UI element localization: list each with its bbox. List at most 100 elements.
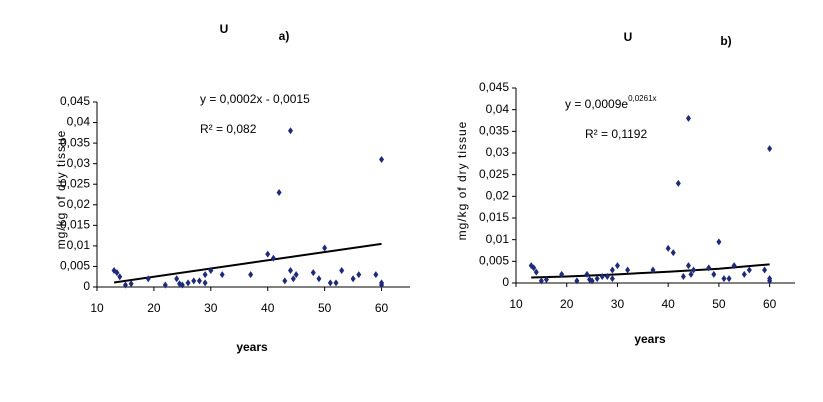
panel-label: a) bbox=[279, 29, 290, 43]
data-point bbox=[589, 277, 595, 285]
trend-equation: y = 0,0002x - 0,0015 bbox=[200, 92, 310, 106]
x-tick-label: 10 bbox=[509, 297, 523, 311]
data-point bbox=[202, 279, 208, 287]
x-axis-label: years bbox=[236, 340, 268, 354]
trendline bbox=[113, 242, 382, 284]
data-point bbox=[670, 249, 676, 257]
data-point bbox=[665, 244, 671, 252]
y-tick-label: 0,015 bbox=[479, 210, 509, 224]
y-tick-label: 0,035 bbox=[60, 135, 90, 149]
equation-text: y = 0,0002x - 0,0015 bbox=[200, 92, 310, 106]
x-tick-label: 40 bbox=[261, 301, 275, 315]
data-point bbox=[322, 244, 328, 252]
x-tick-label: 50 bbox=[318, 301, 332, 315]
y-tick-label: 0,045 bbox=[60, 94, 90, 108]
y-tick-label: 0 bbox=[502, 275, 509, 289]
data-point bbox=[741, 270, 747, 278]
data-point bbox=[746, 266, 752, 274]
data-point bbox=[287, 267, 293, 275]
y-tick-label: 0,04 bbox=[67, 115, 91, 129]
chart-title: U bbox=[624, 30, 633, 44]
data-point bbox=[128, 280, 134, 288]
y-tick-label: 0,02 bbox=[67, 197, 91, 211]
x-tick-label: 20 bbox=[560, 297, 574, 311]
y-tick-label: 0,01 bbox=[486, 232, 510, 246]
data-point bbox=[356, 271, 362, 279]
data-point bbox=[716, 238, 722, 246]
data-point bbox=[594, 275, 600, 283]
chart-title: U bbox=[220, 22, 229, 36]
y-axis-label: mg/kg of dry tissue bbox=[455, 121, 469, 241]
y-tick-label: 0,01 bbox=[67, 238, 91, 252]
x-tick-label: 60 bbox=[375, 301, 389, 315]
data-point bbox=[691, 266, 697, 274]
data-point bbox=[333, 279, 339, 287]
y-axis-label: mg/kg of dry tissue bbox=[54, 130, 68, 250]
data-point bbox=[179, 281, 185, 289]
x-tick-label: 30 bbox=[204, 301, 218, 315]
equation-text: y = 0,0009e bbox=[565, 97, 628, 111]
data-point bbox=[310, 269, 316, 277]
y-tick-label: 0,005 bbox=[60, 259, 90, 273]
data-point bbox=[202, 271, 208, 279]
data-point bbox=[282, 277, 288, 285]
data-point bbox=[162, 281, 168, 289]
x-tick-label: 60 bbox=[763, 297, 777, 311]
data-point bbox=[559, 270, 565, 278]
y-tick-label: 0,035 bbox=[479, 124, 509, 138]
data-point bbox=[538, 277, 544, 285]
data-point bbox=[767, 277, 773, 285]
data-point bbox=[373, 271, 379, 279]
y-tick-label: 0,04 bbox=[486, 102, 510, 116]
data-point bbox=[685, 114, 691, 122]
x-tick-label: 40 bbox=[662, 297, 676, 311]
data-point bbox=[219, 271, 225, 279]
data-point bbox=[680, 273, 686, 280]
data-point bbox=[609, 275, 615, 283]
data-point bbox=[767, 145, 773, 153]
data-point bbox=[584, 270, 590, 278]
data-point bbox=[685, 262, 691, 270]
y-tick-label: 0 bbox=[83, 279, 90, 293]
equation-exponent: 0,0261x bbox=[628, 94, 656, 103]
data-point bbox=[114, 269, 120, 277]
data-point bbox=[625, 266, 631, 274]
data-point bbox=[191, 277, 197, 285]
data-point bbox=[290, 275, 296, 283]
data-point bbox=[731, 262, 737, 270]
x-tick-label: 50 bbox=[712, 297, 726, 311]
x-axis-label: years bbox=[634, 332, 666, 346]
data-point bbox=[599, 273, 605, 280]
data-point bbox=[711, 270, 717, 278]
data-point bbox=[174, 275, 180, 283]
data-point bbox=[339, 267, 345, 275]
data-point bbox=[248, 271, 254, 279]
data-point bbox=[287, 127, 293, 135]
data-point bbox=[117, 273, 123, 281]
trendline bbox=[531, 263, 770, 279]
data-point bbox=[543, 276, 549, 284]
y-tick-label: 0,005 bbox=[479, 254, 509, 268]
data-point bbox=[675, 179, 681, 187]
data-point bbox=[614, 262, 620, 270]
data-point bbox=[706, 264, 712, 272]
data-point bbox=[327, 279, 333, 287]
data-point bbox=[609, 266, 615, 274]
y-tick-label: 0,015 bbox=[60, 218, 90, 232]
x-tick-label: 20 bbox=[147, 301, 161, 315]
data-point bbox=[122, 281, 128, 289]
data-point bbox=[316, 275, 322, 283]
data-point bbox=[379, 156, 385, 164]
y-tick-label: 0,03 bbox=[486, 145, 510, 159]
y-tick-label: 0,02 bbox=[486, 189, 510, 203]
data-point bbox=[293, 271, 299, 279]
data-point bbox=[379, 281, 385, 289]
data-point bbox=[185, 279, 191, 287]
data-point bbox=[533, 268, 539, 276]
trend-equation: y = 0,0009e0,0261x bbox=[565, 94, 657, 111]
panel-label: b) bbox=[720, 34, 731, 48]
x-tick-label: 30 bbox=[611, 297, 625, 311]
r-squared: R² = 0,1192 bbox=[585, 127, 647, 141]
y-tick-label: 0,03 bbox=[67, 156, 91, 170]
